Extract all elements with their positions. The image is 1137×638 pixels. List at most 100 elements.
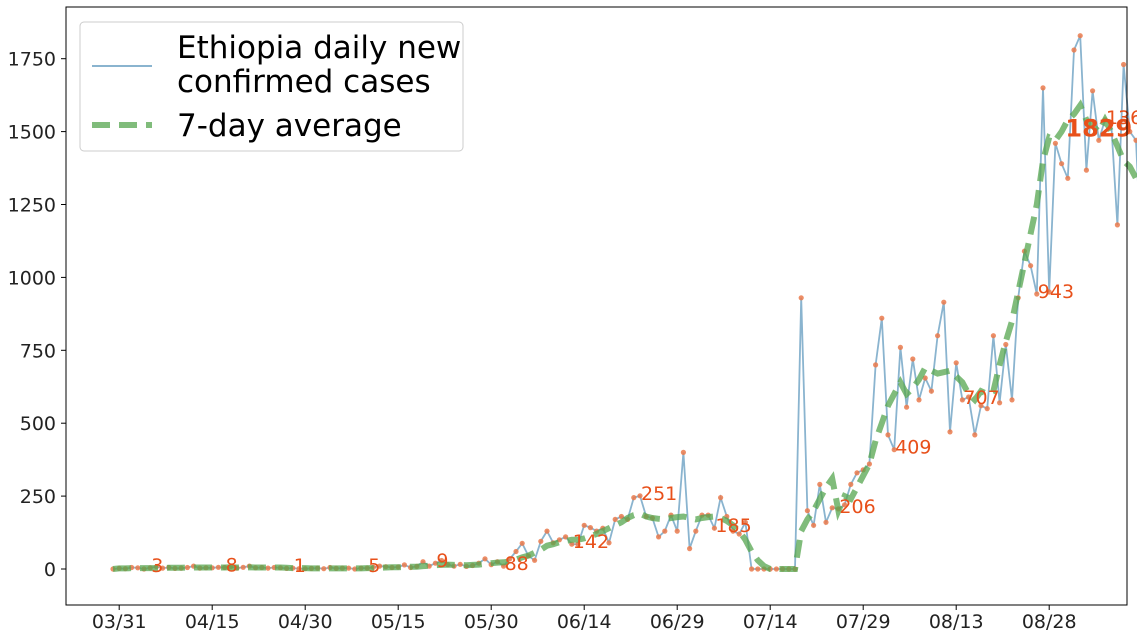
data-label: 1 xyxy=(294,555,306,577)
data-point xyxy=(606,540,612,546)
data-point xyxy=(680,449,687,455)
data-point xyxy=(749,566,755,572)
data-point xyxy=(321,566,327,572)
data-point xyxy=(581,522,587,528)
y-tick-label: 1500 xyxy=(8,122,56,144)
data-point xyxy=(866,461,873,467)
data-point xyxy=(1065,175,1071,181)
data-label: 88 xyxy=(505,553,529,575)
data-point xyxy=(532,557,538,563)
data-point xyxy=(439,557,445,564)
y-axis: 0 250 500 750 1000 1250 1500 1750 xyxy=(8,49,66,581)
data-point xyxy=(1114,222,1120,228)
data-point xyxy=(346,565,352,571)
data-point xyxy=(296,566,302,572)
data-point xyxy=(1127,129,1133,135)
data-point xyxy=(842,502,848,508)
data-point xyxy=(755,566,761,572)
x-tick-label: 05/15 xyxy=(371,611,426,633)
data-point xyxy=(637,493,643,499)
max-data-label: 1829 xyxy=(1065,114,1132,142)
legend-label-average: 7-day average xyxy=(177,108,402,144)
data-point xyxy=(507,556,513,562)
data-point xyxy=(823,519,829,525)
data-point xyxy=(135,565,141,571)
data-point xyxy=(879,315,885,321)
data-point xyxy=(432,560,438,566)
x-tick-label: 06/29 xyxy=(650,611,705,633)
data-point xyxy=(1133,137,1137,143)
data-label: 251 xyxy=(641,483,677,505)
x-tick-label: 07/14 xyxy=(743,611,798,633)
data-point xyxy=(184,564,190,571)
data-point xyxy=(538,538,544,544)
data-point xyxy=(928,388,935,394)
data-label: 206 xyxy=(839,496,875,518)
data-point xyxy=(984,406,990,412)
data-point xyxy=(1096,137,1102,143)
data-point xyxy=(959,397,966,403)
data-point xyxy=(519,540,525,546)
data-point xyxy=(829,505,835,511)
data-point xyxy=(420,559,426,565)
data-point xyxy=(897,344,904,350)
data-label: 142 xyxy=(573,531,609,553)
data-point xyxy=(916,397,922,403)
data-point xyxy=(817,481,823,487)
x-tick-label: 06/14 xyxy=(557,611,612,633)
data-point xyxy=(891,447,897,453)
legend: Ethiopia daily new confirmed cases 7-day … xyxy=(79,21,464,152)
legend-box xyxy=(79,21,464,152)
data-point xyxy=(674,528,680,534)
data-point xyxy=(711,525,718,531)
data-point xyxy=(377,563,383,569)
data-label: 409 xyxy=(895,437,931,459)
data-point xyxy=(544,528,550,534)
y-tick-label: 0 xyxy=(44,559,56,581)
data-point xyxy=(1034,291,1040,297)
data-point xyxy=(1077,33,1083,39)
data-point xyxy=(693,528,699,534)
data-point xyxy=(656,534,662,540)
data-point xyxy=(904,404,910,410)
x-axis: 03/31 04/15 04/30 05/15 05/30 06/14 06/29 07/14… xyxy=(92,605,1077,633)
data-point xyxy=(885,432,891,438)
data-point xyxy=(966,394,972,400)
data-point xyxy=(804,508,811,514)
plot-area: 3815988142251185206409707943136811731829 xyxy=(110,33,1137,577)
data-point xyxy=(972,432,978,438)
data-point xyxy=(1071,47,1077,53)
data-point xyxy=(1083,167,1089,173)
data-point xyxy=(997,400,1003,406)
data-label: 707 xyxy=(963,387,999,409)
x-tick-label: 07/29 xyxy=(836,611,891,633)
data-label: 9 xyxy=(436,550,448,572)
data-point xyxy=(935,333,941,339)
y-tick-label: 500 xyxy=(20,413,56,435)
data-point xyxy=(922,375,928,381)
x-tick-label: 05/30 xyxy=(464,611,519,633)
data-point xyxy=(1003,341,1009,348)
data-point xyxy=(947,429,953,435)
y-tick-label: 750 xyxy=(20,340,56,362)
data-point xyxy=(513,548,519,555)
data-point xyxy=(773,566,780,572)
data-point xyxy=(240,564,246,570)
legend-label-daily-line2: confirmed cases xyxy=(177,64,431,100)
data-label: 3 xyxy=(151,555,163,577)
data-point xyxy=(1052,140,1058,146)
legend-label-daily: Ethiopia daily new confirmed cases xyxy=(177,30,461,100)
x-tick-label: 08/13 xyxy=(929,611,984,633)
data-point xyxy=(736,531,742,537)
data-point xyxy=(587,525,594,531)
data-label: 185 xyxy=(715,515,751,537)
seven-day-average-line xyxy=(112,99,1137,572)
data-point xyxy=(718,495,724,501)
data-point xyxy=(1009,397,1015,403)
data-point xyxy=(1040,85,1046,91)
y-tick-label: 1750 xyxy=(8,49,56,71)
data-point xyxy=(265,565,271,571)
data-point xyxy=(160,565,166,571)
x-tick-label: 04/15 xyxy=(185,611,240,633)
